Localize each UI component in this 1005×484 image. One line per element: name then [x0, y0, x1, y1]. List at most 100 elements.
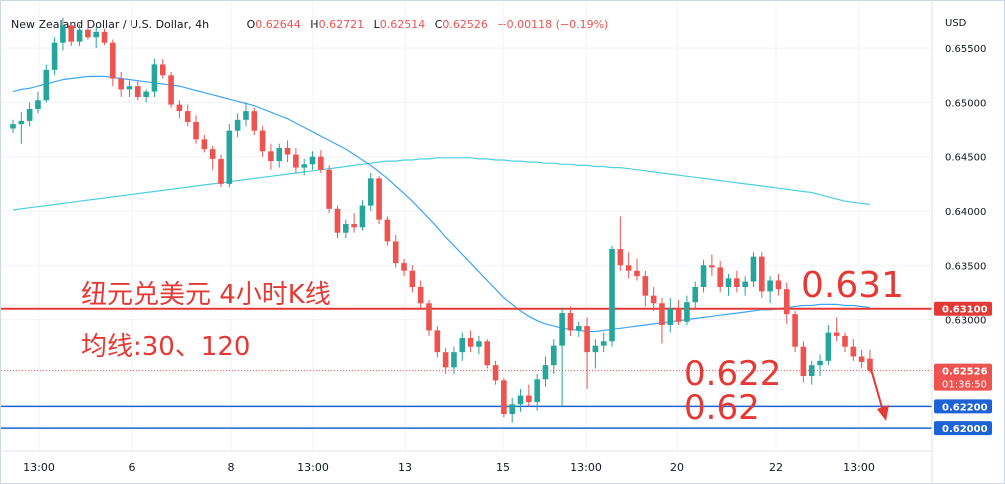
- candle: [642, 270, 649, 307]
- candle: [101, 28, 108, 45]
- candle: [43, 64, 50, 103]
- candle-body: [825, 332, 832, 361]
- candle: [193, 115, 199, 144]
- candle-body: [567, 313, 574, 331]
- candle: [159, 59, 166, 79]
- candle-body: [251, 111, 258, 131]
- candle: [476, 335, 482, 355]
- candle-body: [392, 241, 399, 264]
- time-axis[interactable]: 13:00 6 8 13:00 13 15 13:00 20 22 13:00: [23, 461, 875, 474]
- candle: [650, 287, 657, 311]
- candle: [517, 389, 524, 412]
- candle: [367, 173, 374, 211]
- high-label: H: [310, 18, 319, 31]
- candle-body: [184, 111, 191, 122]
- candle: [268, 143, 274, 170]
- candle: [684, 295, 690, 325]
- candle: [226, 124, 233, 188]
- ma-note-annotation: 均线:30、120: [81, 332, 251, 362]
- candle-body: [492, 365, 499, 381]
- candle: [251, 107, 258, 135]
- candle: [351, 213, 357, 233]
- candle-body: [259, 130, 266, 152]
- candle-body: [559, 313, 565, 346]
- candle: [201, 135, 208, 153]
- candle-body: [509, 404, 515, 415]
- low-label: L: [373, 18, 380, 31]
- candle: [459, 332, 466, 361]
- candle: [76, 24, 83, 46]
- candle: [301, 158, 307, 176]
- candle-body: [684, 302, 690, 322]
- candle: [858, 349, 865, 369]
- candle: [309, 151, 316, 170]
- candle-body: [10, 124, 16, 129]
- candle-body: [293, 154, 299, 168]
- candle: [51, 37, 58, 76]
- candle: [734, 270, 740, 293]
- low-value: 0.62514: [379, 18, 426, 31]
- candle: [401, 258, 407, 277]
- current-price-tag: 0.62526: [942, 367, 988, 378]
- candle-body: [176, 104, 183, 112]
- candle-body: [842, 335, 848, 347]
- candle: [609, 245, 615, 347]
- candle: [767, 276, 773, 304]
- candle: [833, 317, 840, 342]
- time-tick-label: 20: [670, 461, 684, 474]
- candle: [218, 154, 224, 188]
- price-scale[interactable]: 0.65500 0.65000 0.64500 0.64000 0.63500 0.630…: [945, 44, 986, 326]
- candle: [426, 300, 432, 336]
- candle: [259, 126, 266, 157]
- support2-tag-bg: [934, 421, 992, 436]
- candle-body: [575, 326, 582, 331]
- candle-body: [268, 151, 274, 162]
- candle: [775, 273, 782, 296]
- candle-body: [617, 249, 624, 266]
- candle-body: [459, 338, 466, 353]
- candle: [284, 140, 291, 163]
- candle: [675, 300, 682, 325]
- candle-body: [60, 25, 66, 43]
- candle: [617, 216, 624, 271]
- candle: [359, 200, 366, 231]
- high-value: 0.62721: [318, 18, 365, 31]
- candle: [700, 259, 707, 293]
- candle: [492, 360, 499, 385]
- candle: [392, 234, 399, 268]
- support1-tag: 0.62200: [942, 402, 988, 413]
- candle-body: [135, 86, 141, 97]
- candle-body: [426, 303, 432, 331]
- ma120-path: [12, 157, 871, 211]
- candle: [26, 102, 33, 127]
- candle-body: [434, 330, 441, 353]
- arrow-head: [877, 405, 889, 421]
- candle-body: [742, 281, 748, 287]
- price-tick-label: 0.65500: [945, 44, 986, 55]
- candle-body: [808, 365, 815, 377]
- candle: [717, 260, 723, 293]
- candle: [783, 282, 790, 324]
- candle: [542, 356, 549, 387]
- price-tick-label: 0.63000: [945, 316, 986, 327]
- candle-body: [501, 380, 507, 415]
- candle: [559, 307, 565, 407]
- time-tick-label: 6: [129, 461, 136, 474]
- candle-body: [542, 365, 549, 380]
- candle: [384, 216, 391, 246]
- candle-body: [43, 69, 50, 101]
- current-price-tag-bg: [934, 363, 992, 391]
- close-value: 0.62526: [442, 18, 488, 31]
- candle-body: [51, 42, 58, 70]
- candle: [567, 306, 574, 336]
- candle-body: [193, 121, 199, 140]
- candle-body: [526, 395, 532, 403]
- candle-body: [476, 341, 482, 347]
- candle-body: [451, 352, 457, 368]
- candle-body: [234, 119, 241, 131]
- time-tick-label: 13:00: [843, 461, 875, 474]
- candle: [534, 373, 540, 411]
- candle-body: [93, 31, 99, 38]
- open-value: 0.62644: [255, 18, 301, 31]
